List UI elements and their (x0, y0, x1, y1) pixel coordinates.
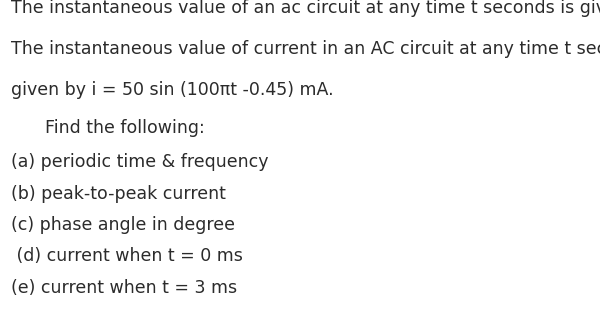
Text: The instantaneous value of current in an AC circuit at any time t seconds is: The instantaneous value of current in an… (11, 40, 600, 58)
Text: (b) peak-to-peak current: (b) peak-to-peak current (11, 185, 226, 203)
Text: given by i = 50 sin (100πt -0.45) mA.: given by i = 50 sin (100πt -0.45) mA. (11, 81, 334, 99)
Text: Find the following:: Find the following: (45, 119, 205, 137)
Text: (a) periodic time & frequency: (a) periodic time & frequency (11, 153, 268, 171)
Text: (c) phase angle in degree: (c) phase angle in degree (11, 216, 235, 234)
Text: (e) current when t = 3 ms: (e) current when t = 3 ms (11, 279, 237, 297)
Text: The instantaneous value of an ac circuit at any time t seconds is given by: The instantaneous value of an ac circuit… (11, 0, 600, 17)
Text: (d) current when t = 0 ms: (d) current when t = 0 ms (11, 247, 242, 265)
